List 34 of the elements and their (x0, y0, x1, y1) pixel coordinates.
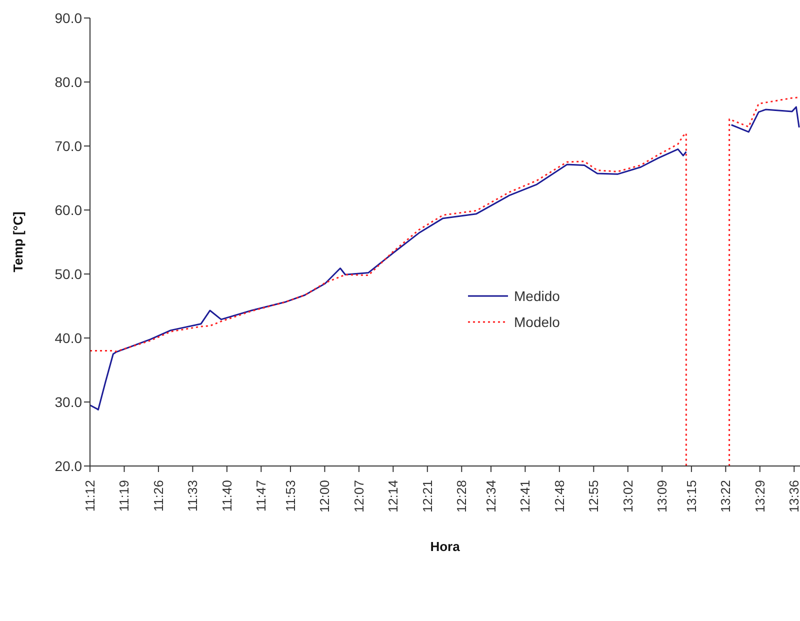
y-tick-label: 30.0 (54, 394, 82, 410)
x-tick-label: 12:28 (454, 480, 470, 513)
x-tick-label: 12:21 (420, 480, 435, 513)
y-tick-label: 50.0 (54, 266, 82, 282)
y-tick-label: 20.0 (54, 458, 82, 474)
x-tick-label: 13:36 (786, 480, 800, 513)
x-tick-label: 11:12 (82, 480, 98, 512)
x-tick-label: 11:19 (116, 480, 132, 512)
x-tick-label: 13:15 (684, 480, 699, 513)
x-tick-label: 11:40 (219, 480, 234, 512)
x-tick-label: 13:09 (654, 480, 670, 513)
x-tick-label: 12:55 (586, 480, 602, 513)
y-axis-title: Temp [°C] (10, 212, 26, 272)
legend-label: Medido (514, 288, 560, 304)
y-tick-label: 40.0 (54, 330, 82, 346)
x-axis-title: Hora (430, 539, 461, 554)
x-tick-label: 13:02 (620, 480, 636, 513)
x-tick-label: 12:41 (518, 480, 533, 513)
x-tick-label: 12:07 (351, 480, 366, 513)
x-tick-label: 12:48 (552, 480, 567, 513)
x-tick-label: 12:34 (483, 480, 498, 513)
x-tick-label: 12:00 (317, 480, 332, 513)
x-tick-label: 12:14 (386, 480, 401, 513)
y-tick-label: 90.0 (54, 10, 82, 26)
x-tick-label: 11:47 (254, 480, 269, 512)
legend-label: Modelo (514, 314, 560, 330)
y-tick-label: 70.0 (54, 138, 82, 154)
x-tick-label: 13:29 (752, 480, 768, 513)
x-tick-label: 11:26 (150, 480, 166, 512)
x-tick-label: 13:22 (718, 480, 734, 513)
x-tick-label: 11:53 (282, 480, 298, 512)
x-tick-label: 11:33 (185, 480, 200, 512)
y-tick-label: 60.0 (54, 202, 82, 218)
y-tick-label: 80.0 (54, 74, 82, 90)
